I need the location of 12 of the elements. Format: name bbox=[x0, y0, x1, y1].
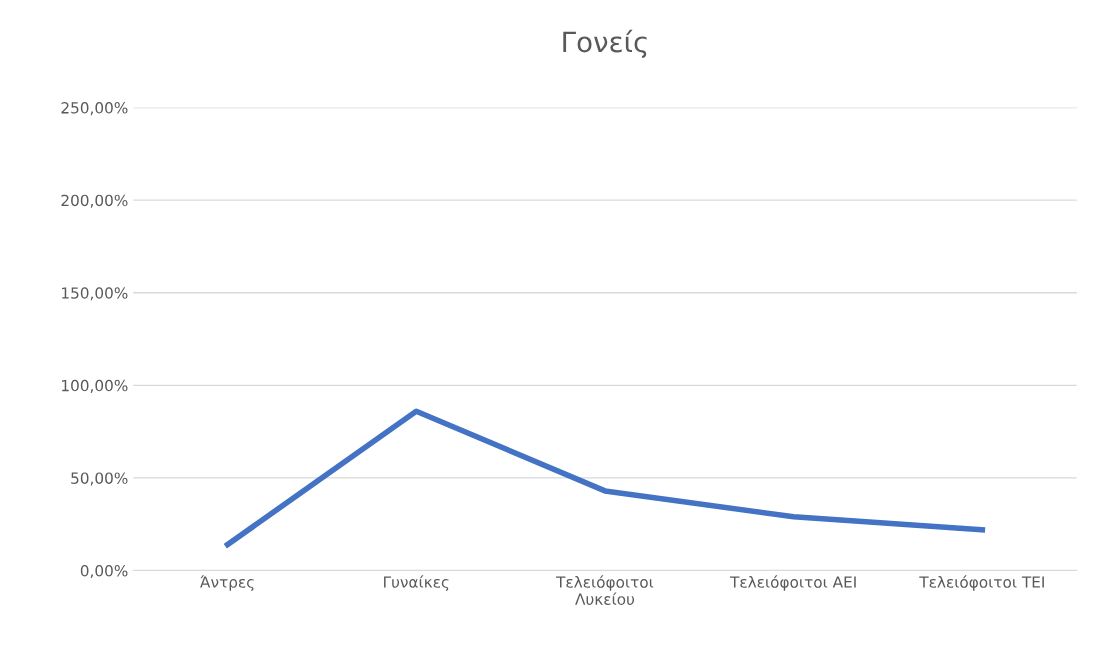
y-tick-label: 50,00% bbox=[71, 472, 128, 486]
x-tick-label: Τελειόφοιτοι ΤΕΙ bbox=[919, 575, 1044, 591]
x-tick-label: Τελειόφοιτοι Λυκείου bbox=[556, 575, 654, 605]
x-tick-label: Τελειόφοιτοι ΑΕΙ bbox=[730, 575, 856, 591]
y-tick-label: 200,00% bbox=[61, 194, 128, 208]
x-tick-label: Γυναίκες bbox=[384, 575, 449, 591]
y-tick-label: 100,00% bbox=[62, 379, 128, 393]
y-tick-label: 0,00% bbox=[80, 564, 128, 579]
x-tick-label: Άντρες bbox=[200, 575, 254, 591]
y-tick-label: 250,00% bbox=[61, 102, 128, 116]
chart-title: Γονείς bbox=[563, 29, 647, 58]
y-tick-label: 150,00% bbox=[62, 287, 128, 301]
